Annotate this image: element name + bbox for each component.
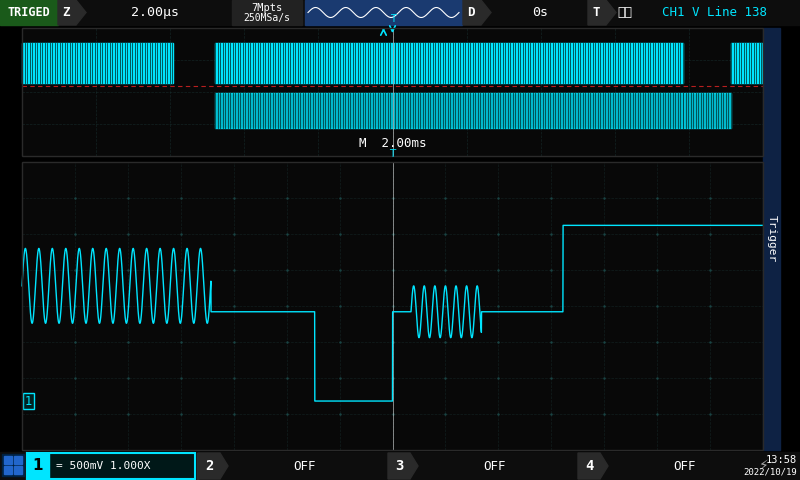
Bar <box>731 43 763 83</box>
Bar <box>305 0 462 25</box>
Bar <box>683 93 731 128</box>
Bar <box>14 456 22 464</box>
Polygon shape <box>198 453 228 479</box>
Text: ∿∿: ∿∿ <box>618 6 633 19</box>
Text: 13:58: 13:58 <box>766 455 797 465</box>
Text: TRIGED: TRIGED <box>8 6 50 19</box>
Text: CH1 V Line 138: CH1 V Line 138 <box>662 6 767 19</box>
Bar <box>215 93 683 128</box>
Text: T: T <box>592 6 600 19</box>
Bar <box>27 453 49 479</box>
Bar <box>418 453 573 479</box>
Bar <box>14 466 22 474</box>
Bar <box>0 0 800 25</box>
Bar <box>608 453 763 479</box>
Bar <box>228 453 383 479</box>
Text: Z: Z <box>62 6 70 19</box>
Polygon shape <box>588 0 616 25</box>
Polygon shape <box>463 0 491 25</box>
Bar <box>22 162 763 450</box>
Polygon shape <box>58 0 86 25</box>
Bar <box>763 28 780 450</box>
Text: 1: 1 <box>25 395 33 408</box>
Bar <box>22 28 763 156</box>
Bar <box>0 452 800 480</box>
Bar <box>197 453 198 479</box>
Text: OFF: OFF <box>294 459 316 472</box>
Bar <box>232 0 302 25</box>
Bar <box>27 453 195 479</box>
Text: Trigger: Trigger <box>766 216 777 263</box>
Text: 0s: 0s <box>532 6 548 19</box>
Text: 250MSa/s: 250MSa/s <box>243 13 290 23</box>
Text: T: T <box>390 149 396 159</box>
Text: T: T <box>390 14 395 24</box>
Bar <box>4 466 12 474</box>
Bar <box>22 28 763 156</box>
Bar <box>215 43 683 83</box>
Text: M  2.00ms: M 2.00ms <box>358 137 426 150</box>
Text: 2022/10/19: 2022/10/19 <box>743 468 797 477</box>
Bar <box>0 0 58 25</box>
Text: 2.00µs: 2.00µs <box>131 6 179 19</box>
Bar <box>755 454 773 474</box>
Text: 4: 4 <box>585 459 593 473</box>
Bar <box>22 162 763 450</box>
Text: ←: ← <box>765 299 777 313</box>
Polygon shape <box>388 453 418 479</box>
Text: 1: 1 <box>33 458 43 473</box>
Text: 3: 3 <box>395 459 403 473</box>
Text: ⚡: ⚡ <box>759 459 769 473</box>
Text: 2: 2 <box>205 459 213 473</box>
Text: D: D <box>467 6 474 19</box>
Text: = 500mV 1.000X: = 500mV 1.000X <box>56 461 150 471</box>
Bar <box>27 453 195 479</box>
Bar <box>2 454 24 476</box>
Bar <box>4 456 12 464</box>
Text: 7Mpts: 7Mpts <box>251 3 282 13</box>
Bar <box>22 43 173 83</box>
Text: OFF: OFF <box>674 459 696 472</box>
Text: OFF: OFF <box>484 459 506 472</box>
Polygon shape <box>578 453 608 479</box>
